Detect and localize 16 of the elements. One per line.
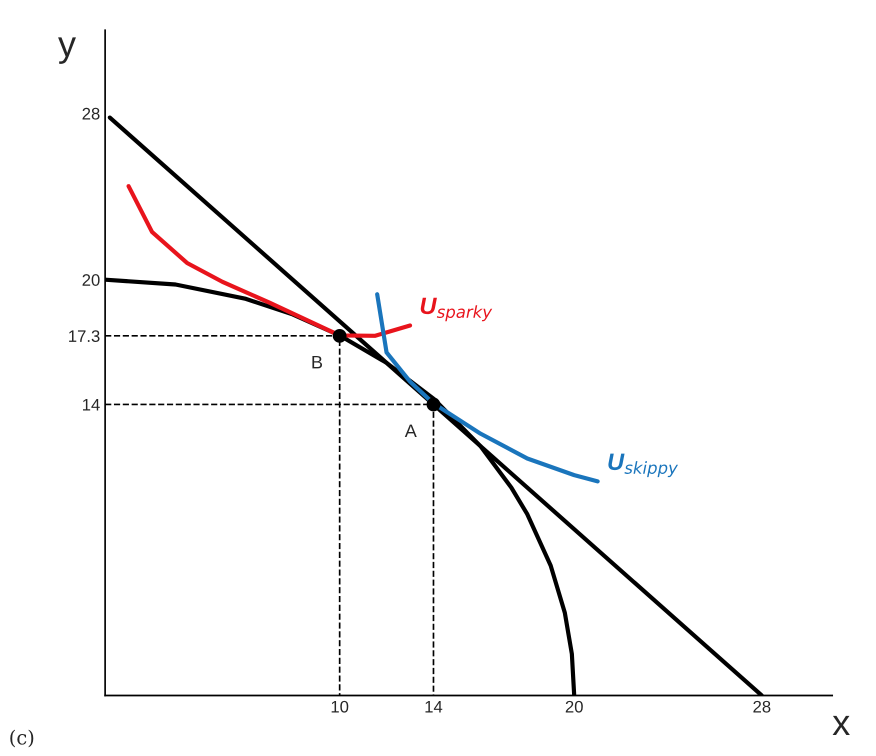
y-tick-label: 28 bbox=[82, 108, 100, 120]
x-tick-label: 28 bbox=[753, 700, 770, 713]
annotation: B bbox=[312, 356, 322, 368]
series-label: U$_{sparky}$ bbox=[420, 298, 492, 322]
x-axis-title: x bbox=[832, 716, 850, 735]
x-tick-label: 10 bbox=[332, 700, 348, 713]
x-tick-label: 20 bbox=[566, 700, 583, 713]
y-tick-label: 14 bbox=[82, 399, 100, 410]
y-tick-label: 20 bbox=[82, 274, 100, 286]
x-tick-label: 14 bbox=[425, 700, 442, 712]
y-tick-label: 17.3 bbox=[69, 330, 100, 342]
text: (c) bbox=[10, 730, 34, 748]
y-axis-title: y bbox=[58, 37, 76, 64]
annotation: A bbox=[404, 424, 417, 437]
series-label: U$_{skippy}$ bbox=[608, 454, 678, 478]
line-series bbox=[375, 292, 600, 484]
